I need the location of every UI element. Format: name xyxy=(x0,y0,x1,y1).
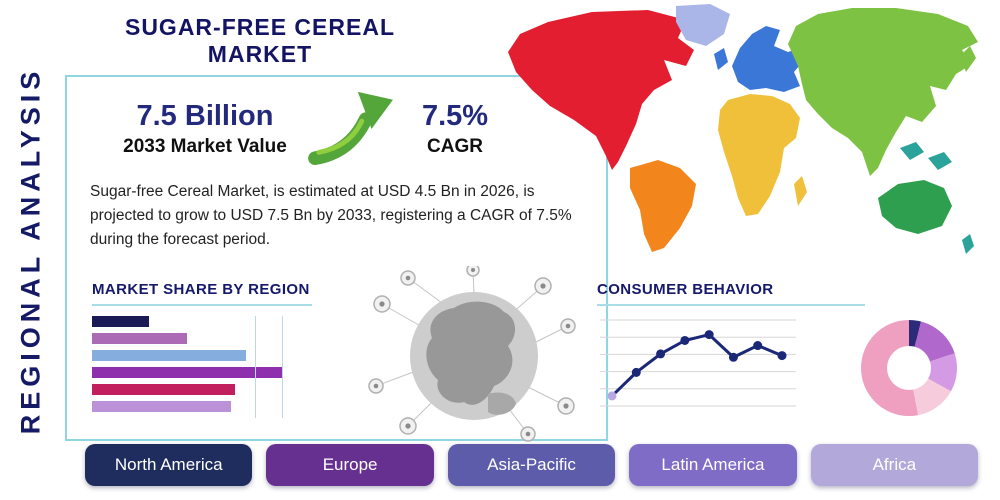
page-title: SUGAR-FREE CEREAL MARKET xyxy=(124,14,395,67)
bar-chart xyxy=(92,316,284,418)
world-map xyxy=(508,4,978,254)
line-marker xyxy=(728,352,738,362)
map-europe xyxy=(732,26,804,92)
donut-hole xyxy=(887,346,931,390)
region-button-europe[interactable]: Europe xyxy=(266,444,434,486)
region-buttons: North America Europe Asia-Pacific Latin Ame… xyxy=(85,444,979,486)
globe-network-graphic xyxy=(368,266,576,442)
map-south-america xyxy=(630,160,696,252)
line-marker xyxy=(607,391,617,401)
consumer-behavior-heading: CONSUMER BEHAVIOR xyxy=(597,281,865,306)
line-marker xyxy=(631,367,641,377)
line-marker xyxy=(656,349,666,359)
donut-chart xyxy=(861,320,957,416)
cagr-label: CAGR xyxy=(427,136,483,157)
map-united-kingdom xyxy=(714,48,728,70)
line-series xyxy=(607,330,787,401)
map-madagascar xyxy=(794,176,807,206)
region-button-latin-america[interactable]: Latin America xyxy=(629,444,797,486)
map-north-america xyxy=(508,10,694,170)
line-marker xyxy=(753,341,763,351)
line-marker xyxy=(680,335,690,345)
map-southeast-asia-islands-2 xyxy=(928,152,952,170)
bar-region-4 xyxy=(92,367,283,378)
regional-analysis-label: REGIONAL ANALYSIS xyxy=(15,66,46,434)
map-new-zealand xyxy=(962,234,974,254)
market-description: Sugar-free Cereal Market, is estimated a… xyxy=(90,183,572,249)
line-marker xyxy=(777,351,787,361)
market-share-heading: MARKET SHARE BY REGION xyxy=(92,281,312,306)
bar-region-2 xyxy=(92,333,188,344)
region-button-asia-pacific[interactable]: Asia-Pacific xyxy=(447,444,616,486)
bar-region-6 xyxy=(92,401,231,412)
stats-panel xyxy=(65,75,608,441)
line-marker xyxy=(704,330,714,340)
map-japan xyxy=(960,46,976,72)
bar-region-5 xyxy=(92,384,235,395)
map-southeast-asia-islands xyxy=(900,142,924,160)
bar-region-1 xyxy=(92,316,150,327)
growth-arrow-icon xyxy=(308,91,393,166)
map-australia xyxy=(878,180,952,234)
line-chart-svg xyxy=(600,319,796,407)
market-value-label: 2033 Market Value xyxy=(123,136,287,157)
map-greenland xyxy=(676,4,730,46)
map-asia xyxy=(788,8,978,176)
region-button-north-america[interactable]: North America xyxy=(85,444,253,486)
region-button-africa[interactable]: Africa xyxy=(810,444,979,486)
market-value-stat: 7.5 Billion xyxy=(136,100,274,132)
bar-region-3 xyxy=(92,350,246,361)
cagr-stat: 7.5% xyxy=(421,100,489,132)
side-label-wrap: REGIONAL ANALYSIS xyxy=(0,0,62,500)
bar-gridline xyxy=(255,316,256,418)
map-africa xyxy=(718,94,800,216)
bar-gridline xyxy=(282,316,283,418)
